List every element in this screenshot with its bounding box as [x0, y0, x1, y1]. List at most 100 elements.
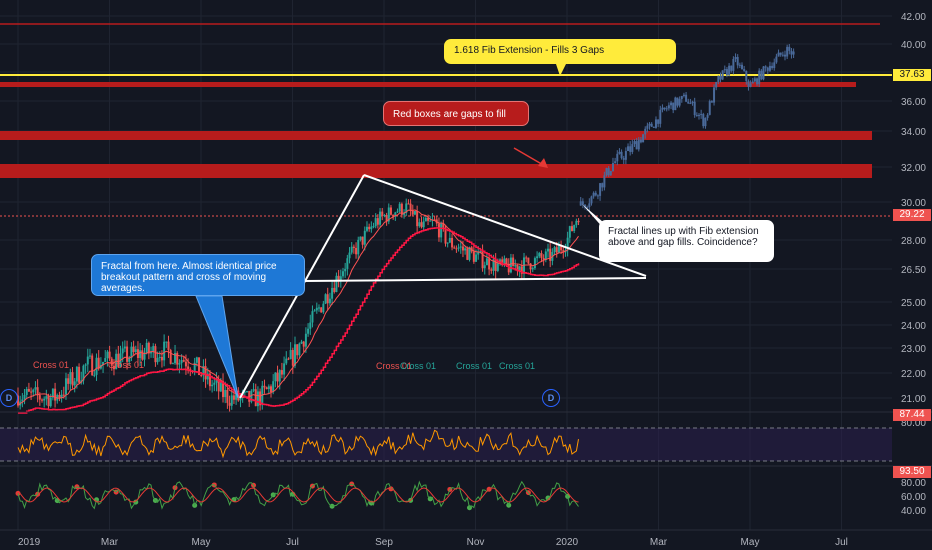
candle-body	[145, 342, 148, 353]
candle-body	[272, 381, 275, 393]
candle-body	[392, 214, 395, 217]
candle-body	[88, 355, 91, 357]
candle-body	[527, 257, 530, 264]
candle-body	[562, 250, 565, 253]
candle-body	[533, 258, 536, 269]
price-tick-label: 26.50	[901, 265, 926, 276]
candle-body	[341, 271, 344, 277]
candle-body	[549, 248, 552, 261]
projection-body	[771, 65, 774, 69]
candle-body	[128, 357, 131, 362]
projection-body	[601, 183, 604, 188]
price-tick-label: 40.00	[901, 40, 926, 51]
candle-body	[424, 217, 427, 222]
candle-body	[75, 366, 78, 382]
candle-body	[335, 275, 338, 292]
projection-body	[775, 56, 778, 63]
candle-body	[381, 211, 384, 216]
candle-body	[86, 356, 89, 365]
moving-averages	[17, 209, 580, 414]
projection-body	[792, 51, 795, 55]
projection-body	[740, 64, 743, 70]
oscillator-1-band	[0, 428, 892, 461]
projection-body	[691, 101, 694, 104]
projection-body	[702, 114, 705, 127]
projection-body	[730, 65, 733, 71]
candle-body	[82, 365, 85, 381]
candle-body	[47, 396, 50, 407]
candle-body	[283, 363, 286, 375]
projection-body	[738, 64, 741, 66]
candle-body	[69, 372, 72, 384]
projection-body	[659, 109, 662, 124]
candle-body	[512, 257, 515, 267]
candle-body	[547, 248, 550, 252]
candle-body	[477, 252, 480, 255]
candle-body	[270, 386, 273, 393]
projection-body	[777, 52, 780, 57]
fractal-note-callout[interactable]: Fractal lines up with Fib extension abov…	[599, 220, 774, 262]
candle-body	[444, 227, 447, 244]
gap-arrow-head	[538, 158, 548, 168]
projection-body	[661, 107, 664, 110]
candle-body	[230, 395, 233, 406]
candle-body	[165, 341, 168, 343]
candle-body	[169, 350, 172, 364]
candle-body	[302, 341, 305, 347]
oscillator-2-tick-label: 80.00	[901, 478, 926, 489]
price-tick-label: 32.00	[901, 163, 926, 174]
fib-extension-callout[interactable]: 1.618 Fib Extension - Fills 3 Gaps	[444, 39, 676, 64]
candle-body	[265, 387, 268, 390]
candle-body	[520, 266, 523, 274]
candle-body	[300, 341, 303, 344]
projection-body	[678, 99, 681, 106]
candle-body	[403, 212, 406, 215]
candle-body	[208, 373, 211, 387]
fractal-start-callout[interactable]: Fractal from here. Almost identical pric…	[91, 254, 305, 296]
projection-candles	[579, 44, 795, 212]
projection-body	[721, 70, 724, 80]
projection-body	[676, 97, 679, 106]
candle-body	[285, 358, 288, 364]
candle-body	[121, 348, 124, 354]
oscillator-2-fast	[17, 480, 579, 510]
projection-body	[586, 207, 589, 209]
dividend-marker-2[interactable]: D	[542, 389, 560, 407]
candle-body	[132, 346, 135, 352]
projection-body	[689, 103, 692, 105]
candle-body	[95, 357, 98, 375]
projection-body	[760, 70, 763, 80]
projection-body	[650, 123, 653, 127]
candle-body	[152, 346, 155, 352]
candle-body	[309, 322, 312, 329]
candle-body	[459, 246, 462, 248]
candle-body	[398, 203, 401, 212]
gap-zone-2	[0, 131, 872, 140]
projection-body	[708, 101, 711, 115]
gaps-callout[interactable]: Red boxes are gaps to fill	[383, 101, 529, 126]
time-tick-label: 2020	[556, 537, 579, 548]
candle-body	[278, 370, 281, 382]
candle-body	[163, 341, 166, 361]
candle-body	[516, 265, 519, 271]
dividend-marker-1[interactable]: D	[0, 389, 18, 407]
projection-body	[786, 46, 789, 57]
gap-arrow-shaft	[513, 147, 546, 167]
projection-body	[624, 151, 627, 160]
projection-body	[674, 97, 677, 111]
candle-body	[117, 353, 120, 367]
candle-body	[289, 349, 292, 359]
cross-label: Cross 01	[376, 361, 412, 371]
projection-body	[627, 146, 630, 152]
projection-body	[783, 54, 786, 57]
candle-body	[529, 263, 532, 270]
fractal-start-text: Fractal from here. Almost identical pric…	[101, 261, 277, 294]
candle-body	[187, 366, 190, 370]
candle-body	[496, 263, 499, 271]
candle-body	[160, 356, 163, 361]
price-tick-label: 42.00	[901, 12, 926, 23]
candle-body	[112, 365, 115, 370]
candle-body	[126, 346, 129, 362]
